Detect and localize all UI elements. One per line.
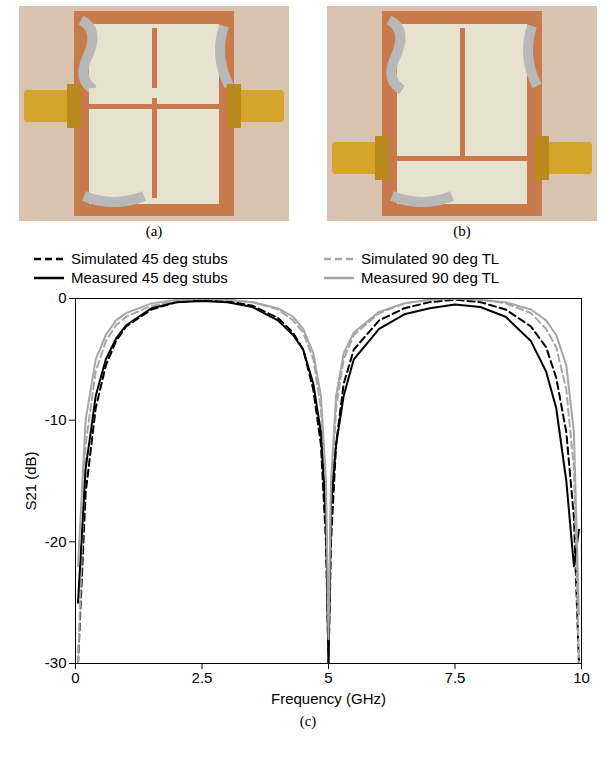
svg-text:Frequency (GHz): Frequency (GHz) [271, 690, 386, 707]
html-text:(c): (c) [299, 713, 317, 729]
html-text:(a): (a) [145, 223, 163, 239]
svg-text:-20: -20 [45, 533, 67, 550]
svg-text:S21 (dB): S21 (dB) [22, 451, 39, 510]
svg-text:0: 0 [71, 669, 79, 686]
svg-text:7.5: 7.5 [445, 669, 466, 686]
svg-text:5: 5 [324, 669, 332, 686]
svg-text:2.5: 2.5 [192, 669, 213, 686]
svg-text:-30: -30 [45, 654, 67, 671]
svg-text:-10: -10 [45, 411, 67, 428]
html-text:Simulated 45 deg stubs: Simulated 45 deg stubs [71, 250, 228, 267]
svg-text:0: 0 [58, 289, 66, 306]
html-text:Measured 90 deg TL: Measured 90 deg TL [361, 269, 500, 286]
html-text:(b): (b) [453, 223, 471, 239]
html-text:Measured 45 deg stubs: Measured 45 deg stubs [71, 269, 228, 286]
svg-text:10: 10 [573, 669, 590, 686]
html-text:Simulated 90 deg TL: Simulated 90 deg TL [361, 250, 500, 267]
